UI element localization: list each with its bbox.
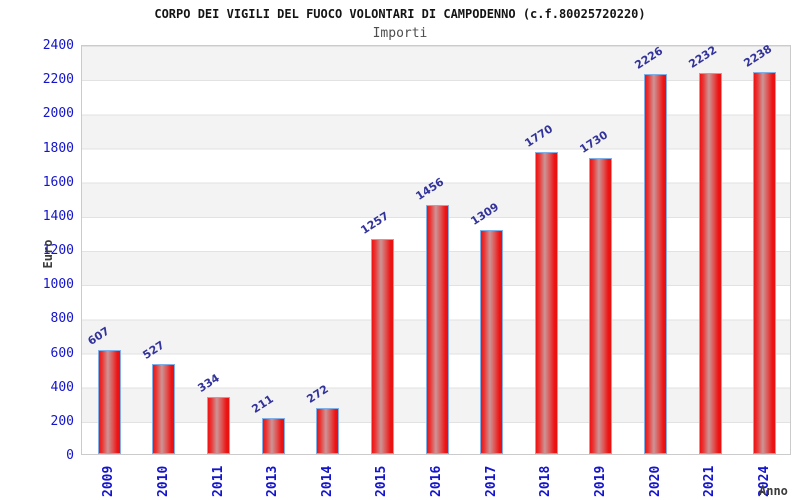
x-tick-label-2014: 2014 bbox=[319, 465, 335, 497]
y-tick-label-200: 200 bbox=[50, 413, 74, 429]
x-tick-label-2018: 2018 bbox=[538, 465, 554, 497]
bar-2016 bbox=[425, 205, 449, 454]
bar-2018 bbox=[534, 152, 558, 454]
y-tick-label-400: 400 bbox=[50, 379, 74, 395]
x-axis-title: Anno bbox=[759, 484, 788, 498]
bar-2020 bbox=[644, 74, 667, 454]
bar-2013 bbox=[261, 418, 285, 454]
bar-2011 bbox=[207, 397, 230, 454]
bar-2009 bbox=[97, 350, 121, 454]
bars-layer bbox=[82, 46, 790, 454]
x-tick-label-2020: 2020 bbox=[647, 465, 663, 497]
x-tick-label-2013: 2013 bbox=[265, 465, 281, 497]
y-tick-label-0: 0 bbox=[66, 448, 74, 463]
x-tick-label-2010: 2010 bbox=[155, 465, 171, 497]
x-tick-label-2017: 2017 bbox=[483, 465, 499, 497]
bar-2015 bbox=[370, 239, 394, 454]
chart-title: CORPO DEI VIGILI DEL FUOCO VOLONTARI DI … bbox=[154, 7, 646, 21]
bar-2014 bbox=[316, 408, 340, 454]
x-tick-label-2021: 2021 bbox=[702, 465, 718, 497]
x-tick-label-2016: 2016 bbox=[429, 465, 444, 497]
x-tick-label-2015: 2015 bbox=[374, 465, 390, 497]
bar-2017 bbox=[480, 230, 504, 454]
y-tick-label-800: 800 bbox=[50, 311, 74, 327]
x-tick-label-2011: 2011 bbox=[210, 465, 226, 497]
plot-area bbox=[81, 45, 791, 455]
y-tick-label-1200: 1200 bbox=[42, 243, 74, 258]
x-tick-label-2019: 2019 bbox=[592, 465, 608, 497]
bar-2010 bbox=[152, 364, 176, 454]
y-tick-label-2000: 2000 bbox=[42, 106, 74, 122]
y-tick-label-1600: 1600 bbox=[42, 174, 74, 190]
y-tick-label-1400: 1400 bbox=[42, 208, 74, 224]
x-tick-label-2009: 2009 bbox=[101, 465, 117, 497]
bar-2021 bbox=[698, 73, 722, 454]
y-tick-label-2200: 2200 bbox=[42, 72, 74, 88]
y-axis-title: Euro bbox=[41, 239, 55, 269]
y-tick-label-2400: 2400 bbox=[42, 38, 74, 53]
y-tick-label-600: 600 bbox=[50, 345, 74, 361]
y-tick-label-1800: 1800 bbox=[42, 140, 74, 156]
chart-subtitle: Importi bbox=[372, 26, 428, 41]
bar-2024 bbox=[753, 72, 777, 454]
y-tick-label-1000: 1000 bbox=[42, 277, 74, 293]
bar-2019 bbox=[589, 158, 613, 454]
